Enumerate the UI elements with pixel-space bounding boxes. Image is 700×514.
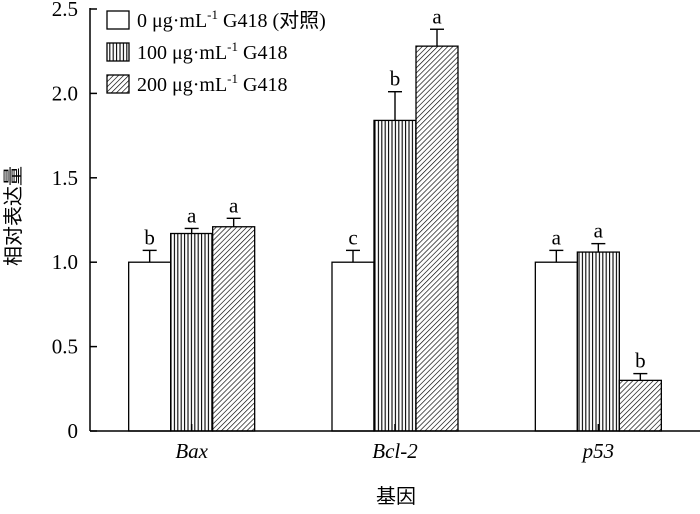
y-tick-label: 1.5 [52,166,78,190]
x-ticks-layer: Bax Bcl-2 p53 [175,424,614,463]
legend-swatch [106,74,130,94]
significance-letter: b [390,67,401,91]
bar [576,251,620,432]
bars-layer [128,45,662,432]
significance-letter: c [348,225,357,249]
bar [618,379,662,432]
y-tick-label: 1.0 [52,250,78,274]
bar [128,261,172,432]
bar [170,232,214,432]
significance-letter: b [144,225,155,249]
y-ticks-layer: 0 0.5 1.0 1.5 2.0 2.5 [52,0,97,443]
legend-swatch [106,42,130,62]
significance-letter: a [229,193,239,217]
legend-label: 200 μg·mL-1 G418 [137,71,287,96]
x-tick-label: Bax [175,439,208,463]
x-axis-title: 基因 [376,484,416,508]
x-tick-label: Bcl-2 [372,439,418,463]
y-tick-label: 2.5 [52,0,78,21]
legend-label: 100 μg·mL-1 G418 [137,39,287,64]
significance-letters-layer: b a a c b a a a b [144,4,645,372]
significance-letter: a [432,4,442,28]
significance-letter: b [635,349,646,373]
bar [212,226,256,432]
bar [534,261,578,432]
bar [331,261,375,432]
legend-label: 0 μg·mL-1 G418 (对照) [137,7,326,32]
significance-letter: a [552,225,562,249]
y-tick-label: 0.5 [52,335,78,359]
bar [415,45,459,432]
bar [373,119,417,432]
significance-letter: a [594,219,604,243]
y-axis-title: 相对表达量 [1,166,25,266]
error-bars-layer [142,28,648,381]
legend: 0 μg·mL-1 G418 (对照) 100 μg·mL-1 G418 200 μ… [106,7,326,96]
x-tick-label: p53 [581,439,615,463]
significance-letter: a [187,203,197,227]
y-tick-label: 2.0 [52,81,78,105]
y-tick-label: 0 [68,419,79,443]
legend-swatch [106,10,130,30]
